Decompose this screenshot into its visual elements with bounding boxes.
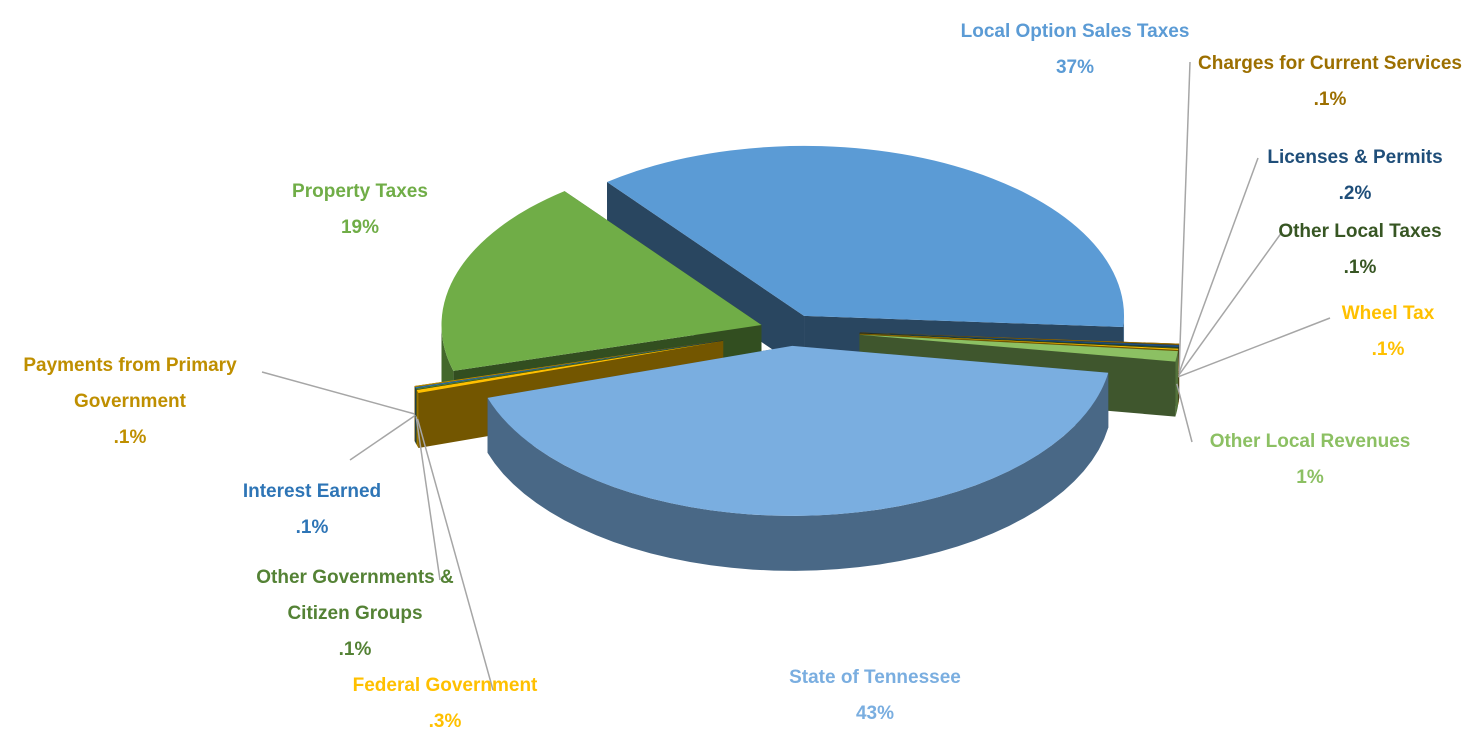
value-label: 37% [1055,57,1095,78]
data-label: State of Tennessee 43% [675,660,1075,732]
value-label: 1% [1296,467,1324,488]
data-label: Payments from Primary Government .1% [13,348,248,456]
series-name: Payments from Primary Government [23,355,237,412]
value-label: .1% [1313,89,1347,110]
slice [416,341,724,393]
data-label: Other Local Revenues 1% [1110,424,1481,496]
leader-line [1177,231,1283,376]
leader-line [1178,61,1191,372]
series-name: Interest Earned [242,481,382,502]
slice-side [414,386,416,443]
value-label: 43% [855,703,895,724]
slice [859,332,1179,348]
series-name: Charges for Current Services [1198,53,1462,74]
leader-line [349,414,416,461]
data-label: Charges for Current Services .1% [1130,46,1481,118]
series-name: Other Governments & Citizen Groups [256,567,454,624]
data-label: Wheel Tax .1% [1238,296,1481,368]
series-name: Wheel Tax [1341,303,1435,324]
leader-line [416,418,494,691]
series-name: Other Local Taxes [1278,221,1442,242]
value-label: .1% [1343,257,1377,278]
data-label: Federal Government .3% [245,668,645,732]
series-name: Federal Government [352,675,538,696]
slice-side [487,372,1109,571]
series-name: State of Tennessee [789,667,961,688]
slice-side [1175,351,1178,417]
series-name: Property Taxes [292,181,428,202]
data-label: Local Option Sales Taxes 37% [875,14,1275,86]
slice [441,191,762,371]
slice [487,345,1109,516]
slice [859,333,1179,350]
data-label: Other Local Taxes .1% [1160,214,1481,286]
slice [607,145,1125,328]
leader-line [1178,317,1331,378]
data-label: Property Taxes 19% [210,174,510,246]
slice-side [415,387,416,444]
slice [415,340,723,389]
value-label: .1% [295,517,329,538]
value-label: .1% [113,427,147,448]
slice [415,340,723,390]
slice [859,332,1180,345]
value-label: .3% [428,711,462,732]
slice [859,334,1178,362]
value-label: .1% [1371,339,1405,360]
data-label: Interest Earned .1% [162,474,462,546]
leader-line [1178,157,1259,374]
leader-line [415,416,441,581]
leader-line [261,371,415,415]
series-name: Other Local Revenues [1209,431,1411,452]
value-label: 19% [340,217,380,238]
value-label: .1% [338,639,372,660]
series-name: Local Option Sales Taxes [960,21,1190,42]
value-label: .2% [1338,183,1372,204]
slice [859,333,1179,349]
data-label: Other Governments & Citizen Groups .1% [240,560,470,668]
slice [414,340,723,388]
leader-line [1176,383,1193,443]
series-name: Licenses & Permits [1267,147,1443,168]
data-label: Licenses & Permits .2% [1155,140,1481,212]
